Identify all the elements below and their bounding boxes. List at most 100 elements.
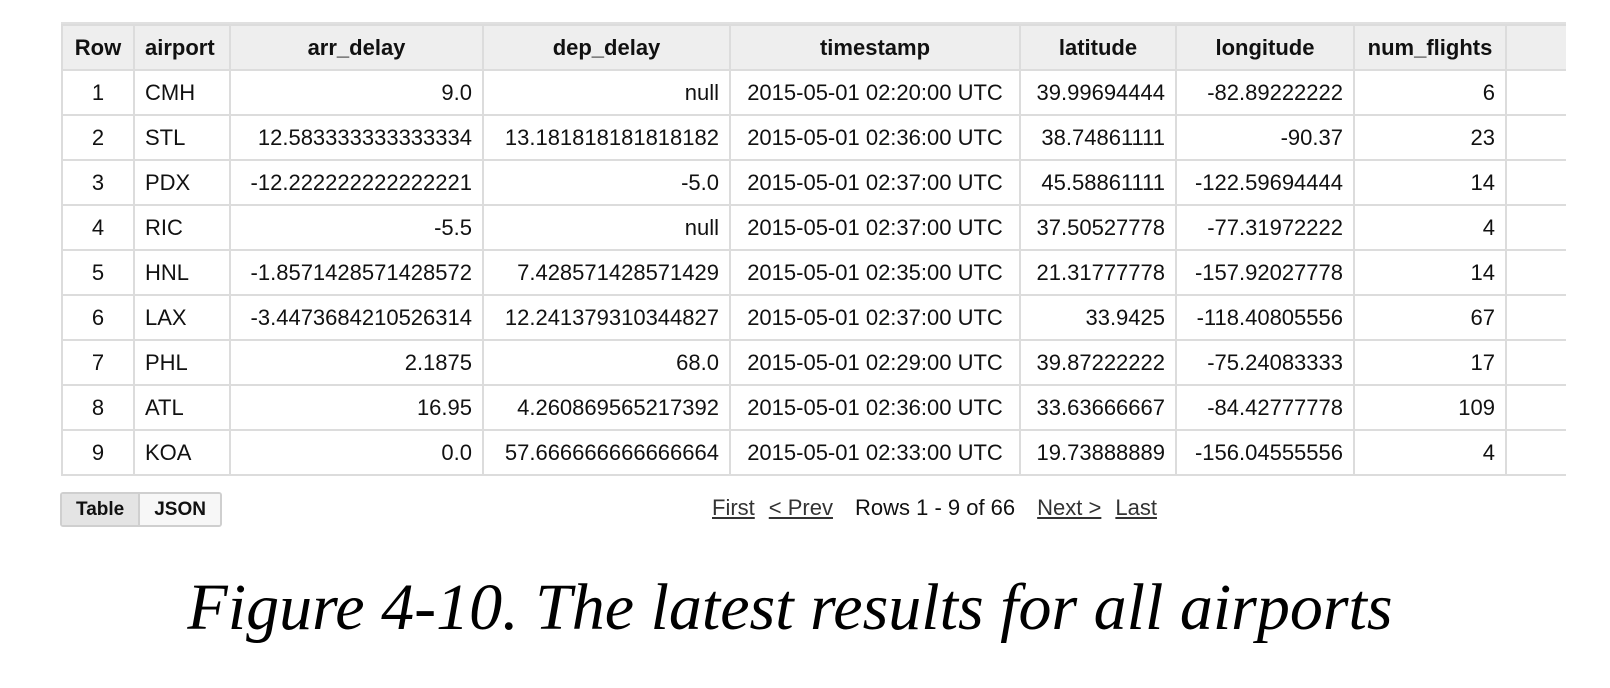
latitude-cell: 37.50527778 <box>1019 204 1177 251</box>
results-table-container: Row airport arr_delay dep_delay timestam… <box>61 22 1566 476</box>
airport-cell: HNL <box>133 249 231 296</box>
table-row[interactable]: 7 PHL 2.1875 68.0 2015-05-01 02:29:00 UTC 39.… <box>61 339 1566 386</box>
table-row[interactable]: 2 STL 12.583333333333334 13.181818181818182… <box>61 114 1566 161</box>
row-number-cell: 5 <box>61 249 135 296</box>
arr-delay-cell: 12.583333333333334 <box>229 114 484 161</box>
prev-page-link[interactable]: < Prev <box>768 495 833 520</box>
longitude-cell: -75.24083333 <box>1175 339 1355 386</box>
airport-cell: CMH <box>133 69 231 116</box>
dep-delay-cell: null <box>482 204 731 251</box>
table-row[interactable]: 6 LAX -3.4473684210526314 12.24137931034482… <box>61 294 1566 341</box>
table-row[interactable]: 3 PDX -12.222222222222221 -5.0 2015-05-01 02… <box>61 159 1566 206</box>
num-flights-cell: 6 <box>1353 69 1507 116</box>
filler-cell <box>1505 339 1566 386</box>
results-table: Row airport arr_delay dep_delay timestam… <box>61 24 1566 476</box>
latitude-cell: 21.31777778 <box>1019 249 1177 296</box>
airport-cell: PHL <box>133 339 231 386</box>
num-flights-cell: 4 <box>1353 204 1507 251</box>
filler-cell <box>1505 384 1566 431</box>
row-number-cell: 1 <box>61 69 135 116</box>
timestamp-cell: 2015-05-01 02:37:00 UTC <box>729 294 1021 341</box>
dep-delay-cell: 12.241379310344827 <box>482 294 731 341</box>
latitude-cell: 19.73888889 <box>1019 429 1177 476</box>
table-row[interactable]: 5 HNL -1.8571428571428572 7.428571428571429… <box>61 249 1566 296</box>
longitude-cell: -157.92027778 <box>1175 249 1355 296</box>
column-header-airport[interactable]: airport <box>133 24 231 71</box>
last-page-link[interactable]: Last <box>1115 495 1157 520</box>
column-header-latitude[interactable]: latitude <box>1019 24 1177 71</box>
pagination: First < Prev Rows 1 - 9 of 66 Next > Las… <box>712 495 1157 521</box>
timestamp-cell: 2015-05-01 02:36:00 UTC <box>729 114 1021 161</box>
table-row[interactable]: 9 KOA 0.0 57.666666666666664 2015-05-01 02:3… <box>61 429 1566 476</box>
airport-cell: RIC <box>133 204 231 251</box>
num-flights-cell: 14 <box>1353 249 1507 296</box>
longitude-cell: -84.42777778 <box>1175 384 1355 431</box>
figure-caption: Figure 4-10. The latest results for all … <box>187 571 1393 644</box>
arr-delay-cell: 16.95 <box>229 384 484 431</box>
rows-status: Rows 1 - 9 of 66 <box>854 495 1016 520</box>
num-flights-cell: 17 <box>1353 339 1507 386</box>
timestamp-cell: 2015-05-01 02:20:00 UTC <box>729 69 1021 116</box>
longitude-cell: -82.89222222 <box>1175 69 1355 116</box>
column-header-num-flights[interactable]: num_flights <box>1353 24 1507 71</box>
longitude-cell: -156.04555556 <box>1175 429 1355 476</box>
column-header-row[interactable]: Row <box>61 24 135 71</box>
num-flights-cell: 67 <box>1353 294 1507 341</box>
table-header-row: Row airport arr_delay dep_delay timestam… <box>61 24 1566 71</box>
filler-cell <box>1505 204 1566 251</box>
column-header-longitude[interactable]: longitude <box>1175 24 1355 71</box>
latitude-cell: 38.74861111 <box>1019 114 1177 161</box>
json-view-button[interactable]: JSON <box>140 494 220 525</box>
dep-delay-cell: 57.666666666666664 <box>482 429 731 476</box>
longitude-cell: -118.40805556 <box>1175 294 1355 341</box>
table-row[interactable]: 8 ATL 16.95 4.260869565217392 2015-05-01 02:… <box>61 384 1566 431</box>
latitude-cell: 39.99694444 <box>1019 69 1177 116</box>
row-number-cell: 7 <box>61 339 135 386</box>
filler-cell <box>1505 114 1566 161</box>
row-number-cell: 6 <box>61 294 135 341</box>
column-header-filler <box>1505 24 1566 71</box>
row-number-cell: 9 <box>61 429 135 476</box>
arr-delay-cell: -3.4473684210526314 <box>229 294 484 341</box>
column-header-dep-delay[interactable]: dep_delay <box>482 24 731 71</box>
row-number-cell: 2 <box>61 114 135 161</box>
airport-cell: STL <box>133 114 231 161</box>
table-row[interactable]: 4 RIC -5.5 null 2015-05-01 02:37:00 UTC 37.50… <box>61 204 1566 251</box>
arr-delay-cell: -5.5 <box>229 204 484 251</box>
latitude-cell: 33.63666667 <box>1019 384 1177 431</box>
dep-delay-cell: null <box>482 69 731 116</box>
airport-cell: ATL <box>133 384 231 431</box>
dep-delay-cell: 4.260869565217392 <box>482 384 731 431</box>
first-page-link[interactable]: First <box>712 495 755 520</box>
dep-delay-cell: 13.181818181818182 <box>482 114 731 161</box>
row-number-cell: 3 <box>61 159 135 206</box>
num-flights-cell: 23 <box>1353 114 1507 161</box>
airport-cell: PDX <box>133 159 231 206</box>
table-view-button[interactable]: Table <box>62 494 141 525</box>
airport-cell: KOA <box>133 429 231 476</box>
timestamp-cell: 2015-05-01 02:29:00 UTC <box>729 339 1021 386</box>
column-header-arr-delay[interactable]: arr_delay <box>229 24 484 71</box>
column-header-timestamp[interactable]: timestamp <box>729 24 1021 71</box>
timestamp-cell: 2015-05-01 02:36:00 UTC <box>729 384 1021 431</box>
arr-delay-cell: -12.222222222222221 <box>229 159 484 206</box>
table-row[interactable]: 1 CMH 9.0 null 2015-05-01 02:20:00 UTC 39.996… <box>61 69 1566 116</box>
dep-delay-cell: 7.428571428571429 <box>482 249 731 296</box>
timestamp-cell: 2015-05-01 02:37:00 UTC <box>729 159 1021 206</box>
num-flights-cell: 4 <box>1353 429 1507 476</box>
dep-delay-cell: -5.0 <box>482 159 731 206</box>
longitude-cell: -122.59694444 <box>1175 159 1355 206</box>
num-flights-cell: 14 <box>1353 159 1507 206</box>
filler-cell <box>1505 294 1566 341</box>
filler-cell <box>1505 159 1566 206</box>
view-toggle: Table JSON <box>60 492 222 527</box>
next-page-link[interactable]: Next > <box>1037 495 1102 520</box>
latitude-cell: 33.9425 <box>1019 294 1177 341</box>
arr-delay-cell: -1.8571428571428572 <box>229 249 484 296</box>
timestamp-cell: 2015-05-01 02:33:00 UTC <box>729 429 1021 476</box>
filler-cell <box>1505 429 1566 476</box>
latitude-cell: 45.58861111 <box>1019 159 1177 206</box>
timestamp-cell: 2015-05-01 02:37:00 UTC <box>729 204 1021 251</box>
timestamp-cell: 2015-05-01 02:35:00 UTC <box>729 249 1021 296</box>
latitude-cell: 39.87222222 <box>1019 339 1177 386</box>
